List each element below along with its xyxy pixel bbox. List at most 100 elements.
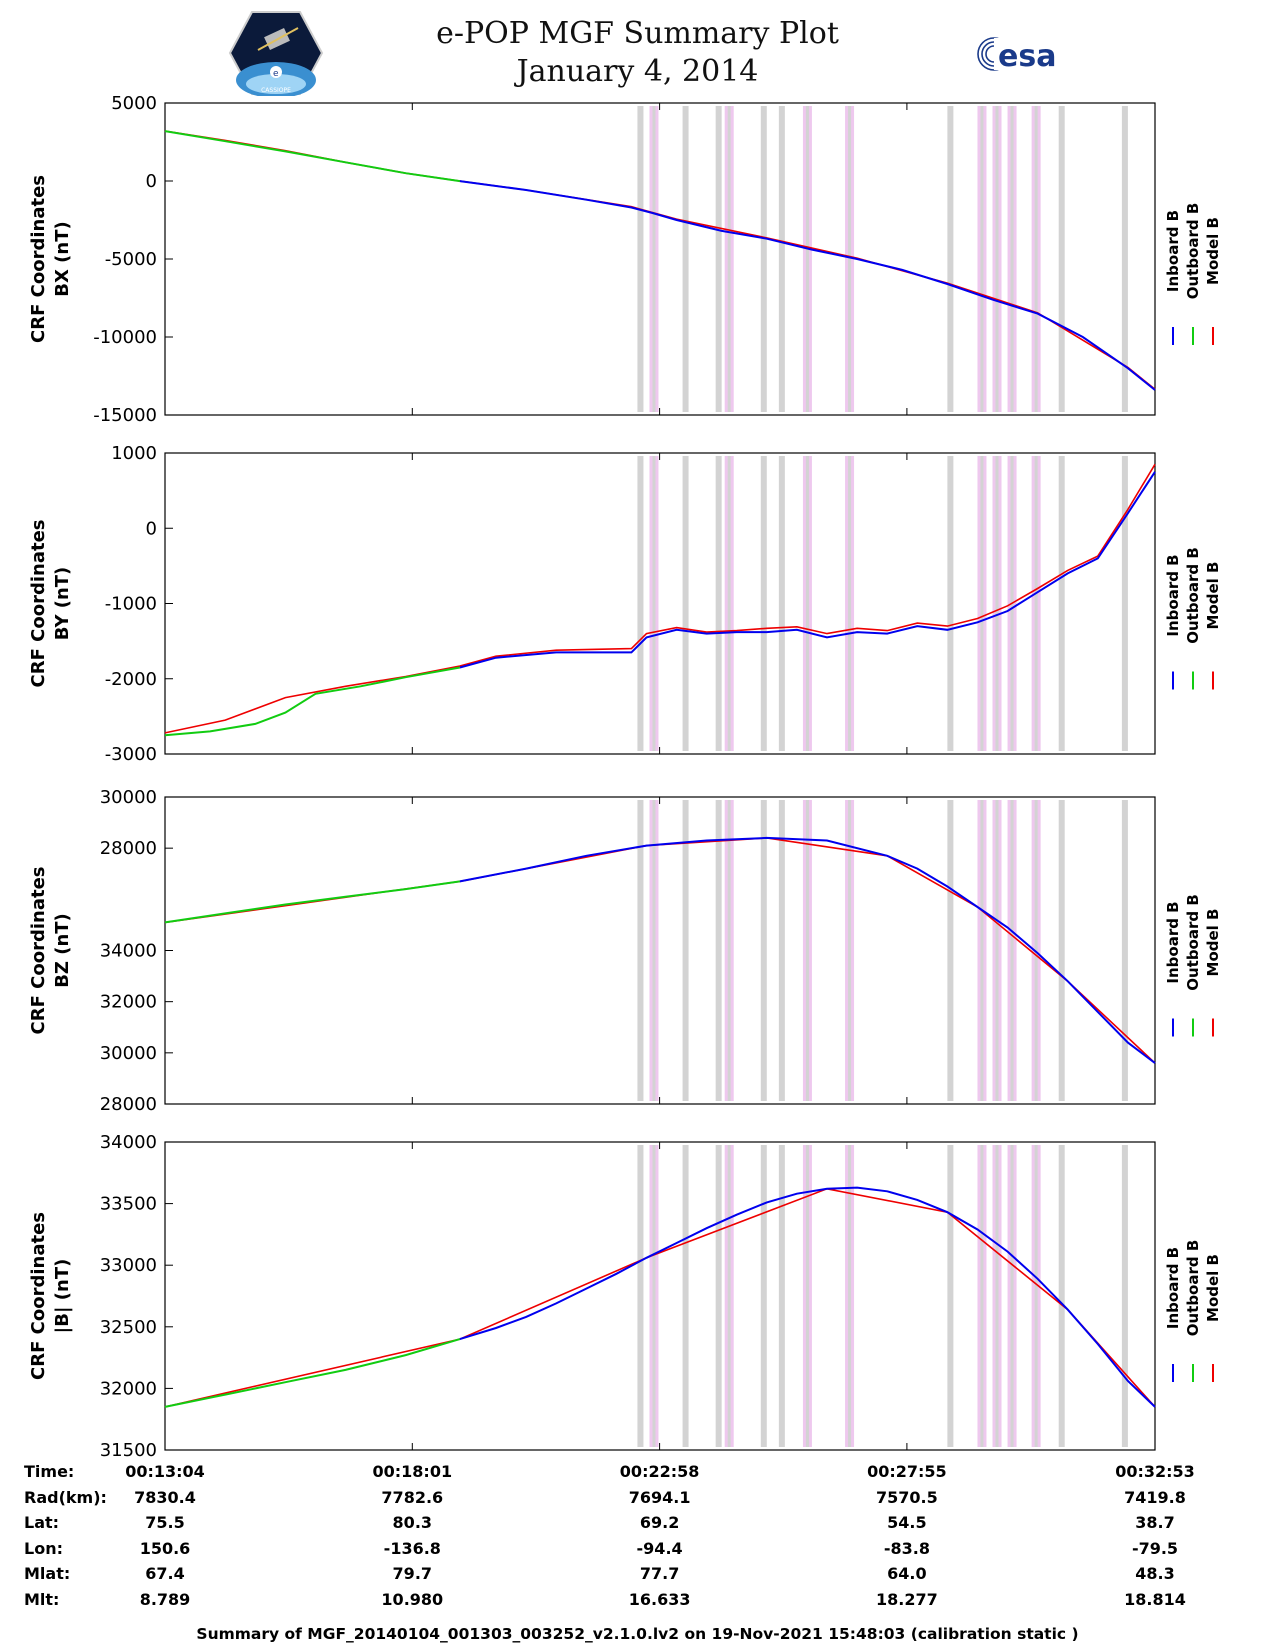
gray-band — [1010, 1145, 1014, 1447]
ephemeris-label: Mlat: — [24, 1564, 71, 1583]
legend-label: Outboard B — [1184, 547, 1202, 644]
gray-band — [652, 106, 656, 412]
legend-label: Outboard B — [1184, 1240, 1202, 1337]
gray-band — [1034, 1145, 1038, 1447]
legend-label: Inboard B — [1164, 210, 1182, 292]
y-axis-label-unit: BY (nT) — [52, 567, 73, 641]
ephemeris-value: 00:13:04 — [125, 1462, 205, 1481]
series-inboard-b — [459, 180, 1156, 391]
header: e CASSIOPE e-POP MGF Summary Plot Januar… — [0, 0, 1275, 100]
series-outboard-b — [164, 1338, 461, 1408]
ephemeris-value: -94.4 — [636, 1538, 683, 1558]
gray-band — [682, 106, 689, 412]
gray-band — [1010, 106, 1014, 412]
y-tick-label: 31500 — [100, 1440, 157, 1461]
gray-band — [778, 106, 785, 412]
gray-band — [760, 106, 767, 412]
series-inboard-b — [459, 836, 1156, 1064]
plot-date: January 4, 2014 — [516, 54, 759, 89]
legend-label: Inboard B — [1164, 901, 1182, 983]
gray-band — [727, 456, 731, 751]
ephemeris-value: 16.633 — [628, 1589, 691, 1609]
ephemeris-value: 48.3 — [1135, 1564, 1175, 1583]
ephemeris-label: Rad(km): — [24, 1487, 107, 1507]
ephemeris-value: 38.7 — [1135, 1513, 1175, 1532]
gray-band — [1058, 800, 1065, 1101]
legend-label: Inboard B — [1164, 1247, 1182, 1329]
ephemeris-row: Time: 00:13:04 00:18:01 00:22:58 00:27:55 00:… — [0, 1462, 1275, 1484]
series-model-b — [164, 463, 1156, 734]
gray-band — [778, 456, 785, 751]
ephemeris-value: 10.980 — [381, 1589, 444, 1609]
ephemeris-label: Lat: — [24, 1513, 60, 1532]
gray-band — [980, 456, 984, 751]
gray-band — [682, 456, 689, 751]
ephemeris-label: Mlt: — [24, 1589, 60, 1609]
y-tick-label: 32000 — [100, 992, 157, 1013]
gray-band — [1058, 456, 1065, 751]
ephemeris-row: Lat: 75.5 80.3 69.2 54.5 38.7 — [0, 1513, 1275, 1535]
ephemeris-value: 80.3 — [392, 1513, 433, 1532]
gray-band — [637, 456, 644, 751]
legend-label: Outboard B — [1184, 203, 1202, 300]
y-axis-label: CRF Coordinates — [28, 175, 49, 343]
gray-band — [980, 106, 984, 412]
y-tick-label: 1000 — [111, 443, 157, 464]
ephemeris-value: 00:27:55 — [867, 1462, 947, 1481]
gray-band — [1121, 800, 1128, 1101]
gray-band — [637, 106, 644, 412]
ephemeris-row: Mlat: 67.4 79.7 77.7 64.0 48.3 — [0, 1564, 1275, 1586]
gray-band — [995, 106, 999, 412]
gray-band — [727, 1145, 731, 1447]
ephemeris-value: 67.4 — [145, 1564, 185, 1583]
y-axis-label-unit: |B| (nT) — [52, 1259, 73, 1334]
ephemeris-value: 75.5 — [145, 1513, 185, 1532]
gray-band — [848, 456, 852, 751]
y-tick-label: -2000 — [105, 669, 157, 690]
ephemeris-value: 54.5 — [887, 1513, 927, 1532]
gray-band — [848, 800, 852, 1101]
gray-band — [1010, 800, 1014, 1101]
series-inboard-b — [459, 1186, 1156, 1408]
ephemeris-value: 7570.5 — [876, 1487, 938, 1507]
gray-band — [1058, 1145, 1065, 1447]
ephemeris-value: -136.8 — [383, 1538, 441, 1558]
svg-text:e: e — [273, 69, 279, 79]
series-model-b — [164, 837, 1156, 1064]
y-tick-label: 33000 — [100, 1255, 157, 1276]
series-model-b — [164, 1187, 1156, 1408]
ephemeris-row: Rad(km): 7830.4 7782.6 7694.1 7570.5 7419.8 — [0, 1488, 1275, 1510]
panel-1: 1000 0 -1000 -2000 -3000 CRF Coordinates BY (n… — [28, 443, 1222, 765]
y-axis-label-unit: BZ (nT) — [52, 913, 73, 988]
gray-band — [848, 1145, 852, 1447]
gray-band — [995, 1145, 999, 1447]
ephemeris-table: Time: 00:13:04 00:18:01 00:22:58 00:27:55 00:… — [0, 1462, 1275, 1632]
ephemeris-value: 18.814 — [1124, 1589, 1186, 1609]
gray-band — [1121, 1145, 1128, 1447]
gray-band — [760, 1145, 767, 1447]
gray-band — [805, 1145, 809, 1447]
gray-band — [805, 106, 809, 412]
y-tick-label: -5000 — [105, 249, 157, 270]
series-outboard-b — [164, 880, 461, 924]
legend-label: Model B — [1204, 562, 1222, 630]
gray-band — [848, 106, 852, 412]
ephemeris-value: 7419.8 — [1124, 1487, 1186, 1507]
ephemeris-row: Mlt: 8.789 10.980 16.633 18.277 18.814 — [0, 1590, 1275, 1612]
y-tick-label: 28000 — [100, 838, 157, 859]
y-tick-label: 33500 — [100, 1194, 157, 1215]
gray-band — [980, 1145, 984, 1447]
ephemeris-value: 64.0 — [887, 1564, 927, 1583]
axes-frame — [164, 1141, 1156, 1451]
esa-logo: esa — [976, 34, 1096, 74]
legend-label: Model B — [1204, 217, 1222, 285]
y-tick-label: 32000 — [100, 1378, 157, 1399]
plot-title: e-POP MGF Summary Plot — [436, 16, 839, 51]
ephemeris-value: 7830.4 — [134, 1487, 196, 1507]
y-tick-label: 32500 — [100, 1317, 157, 1338]
y-axis-label: CRF Coordinates — [28, 867, 49, 1035]
gray-band — [727, 800, 731, 1101]
y-tick-label: 30000 — [100, 1043, 157, 1064]
ephemeris-row: Lon: 150.6 -136.8 -94.4 -83.8 -79.5 — [0, 1539, 1275, 1561]
